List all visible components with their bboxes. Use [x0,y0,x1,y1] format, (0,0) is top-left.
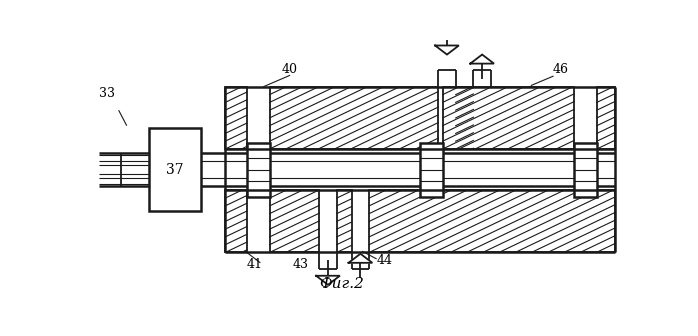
Polygon shape [316,276,340,285]
Bar [149,128,201,211]
Bar [247,142,269,197]
Text: 44: 44 [377,254,393,267]
Bar [597,87,615,149]
Bar [225,87,247,149]
Bar [574,142,597,197]
Bar [369,191,615,252]
Bar [456,87,473,149]
Polygon shape [435,45,459,54]
Bar [225,191,247,252]
Text: 46: 46 [553,62,568,76]
Text: Фиг.2: Фиг.2 [319,277,364,291]
Bar [269,87,438,149]
Text: 41: 41 [247,258,263,271]
Polygon shape [470,54,494,64]
Polygon shape [348,254,372,263]
Text: 43: 43 [293,258,309,271]
Text: 40: 40 [282,62,298,76]
Text: 37: 37 [166,163,184,177]
Bar [336,191,352,252]
Bar [420,142,443,197]
Text: 33: 33 [99,87,115,100]
Bar [269,191,319,252]
Bar [443,87,574,149]
